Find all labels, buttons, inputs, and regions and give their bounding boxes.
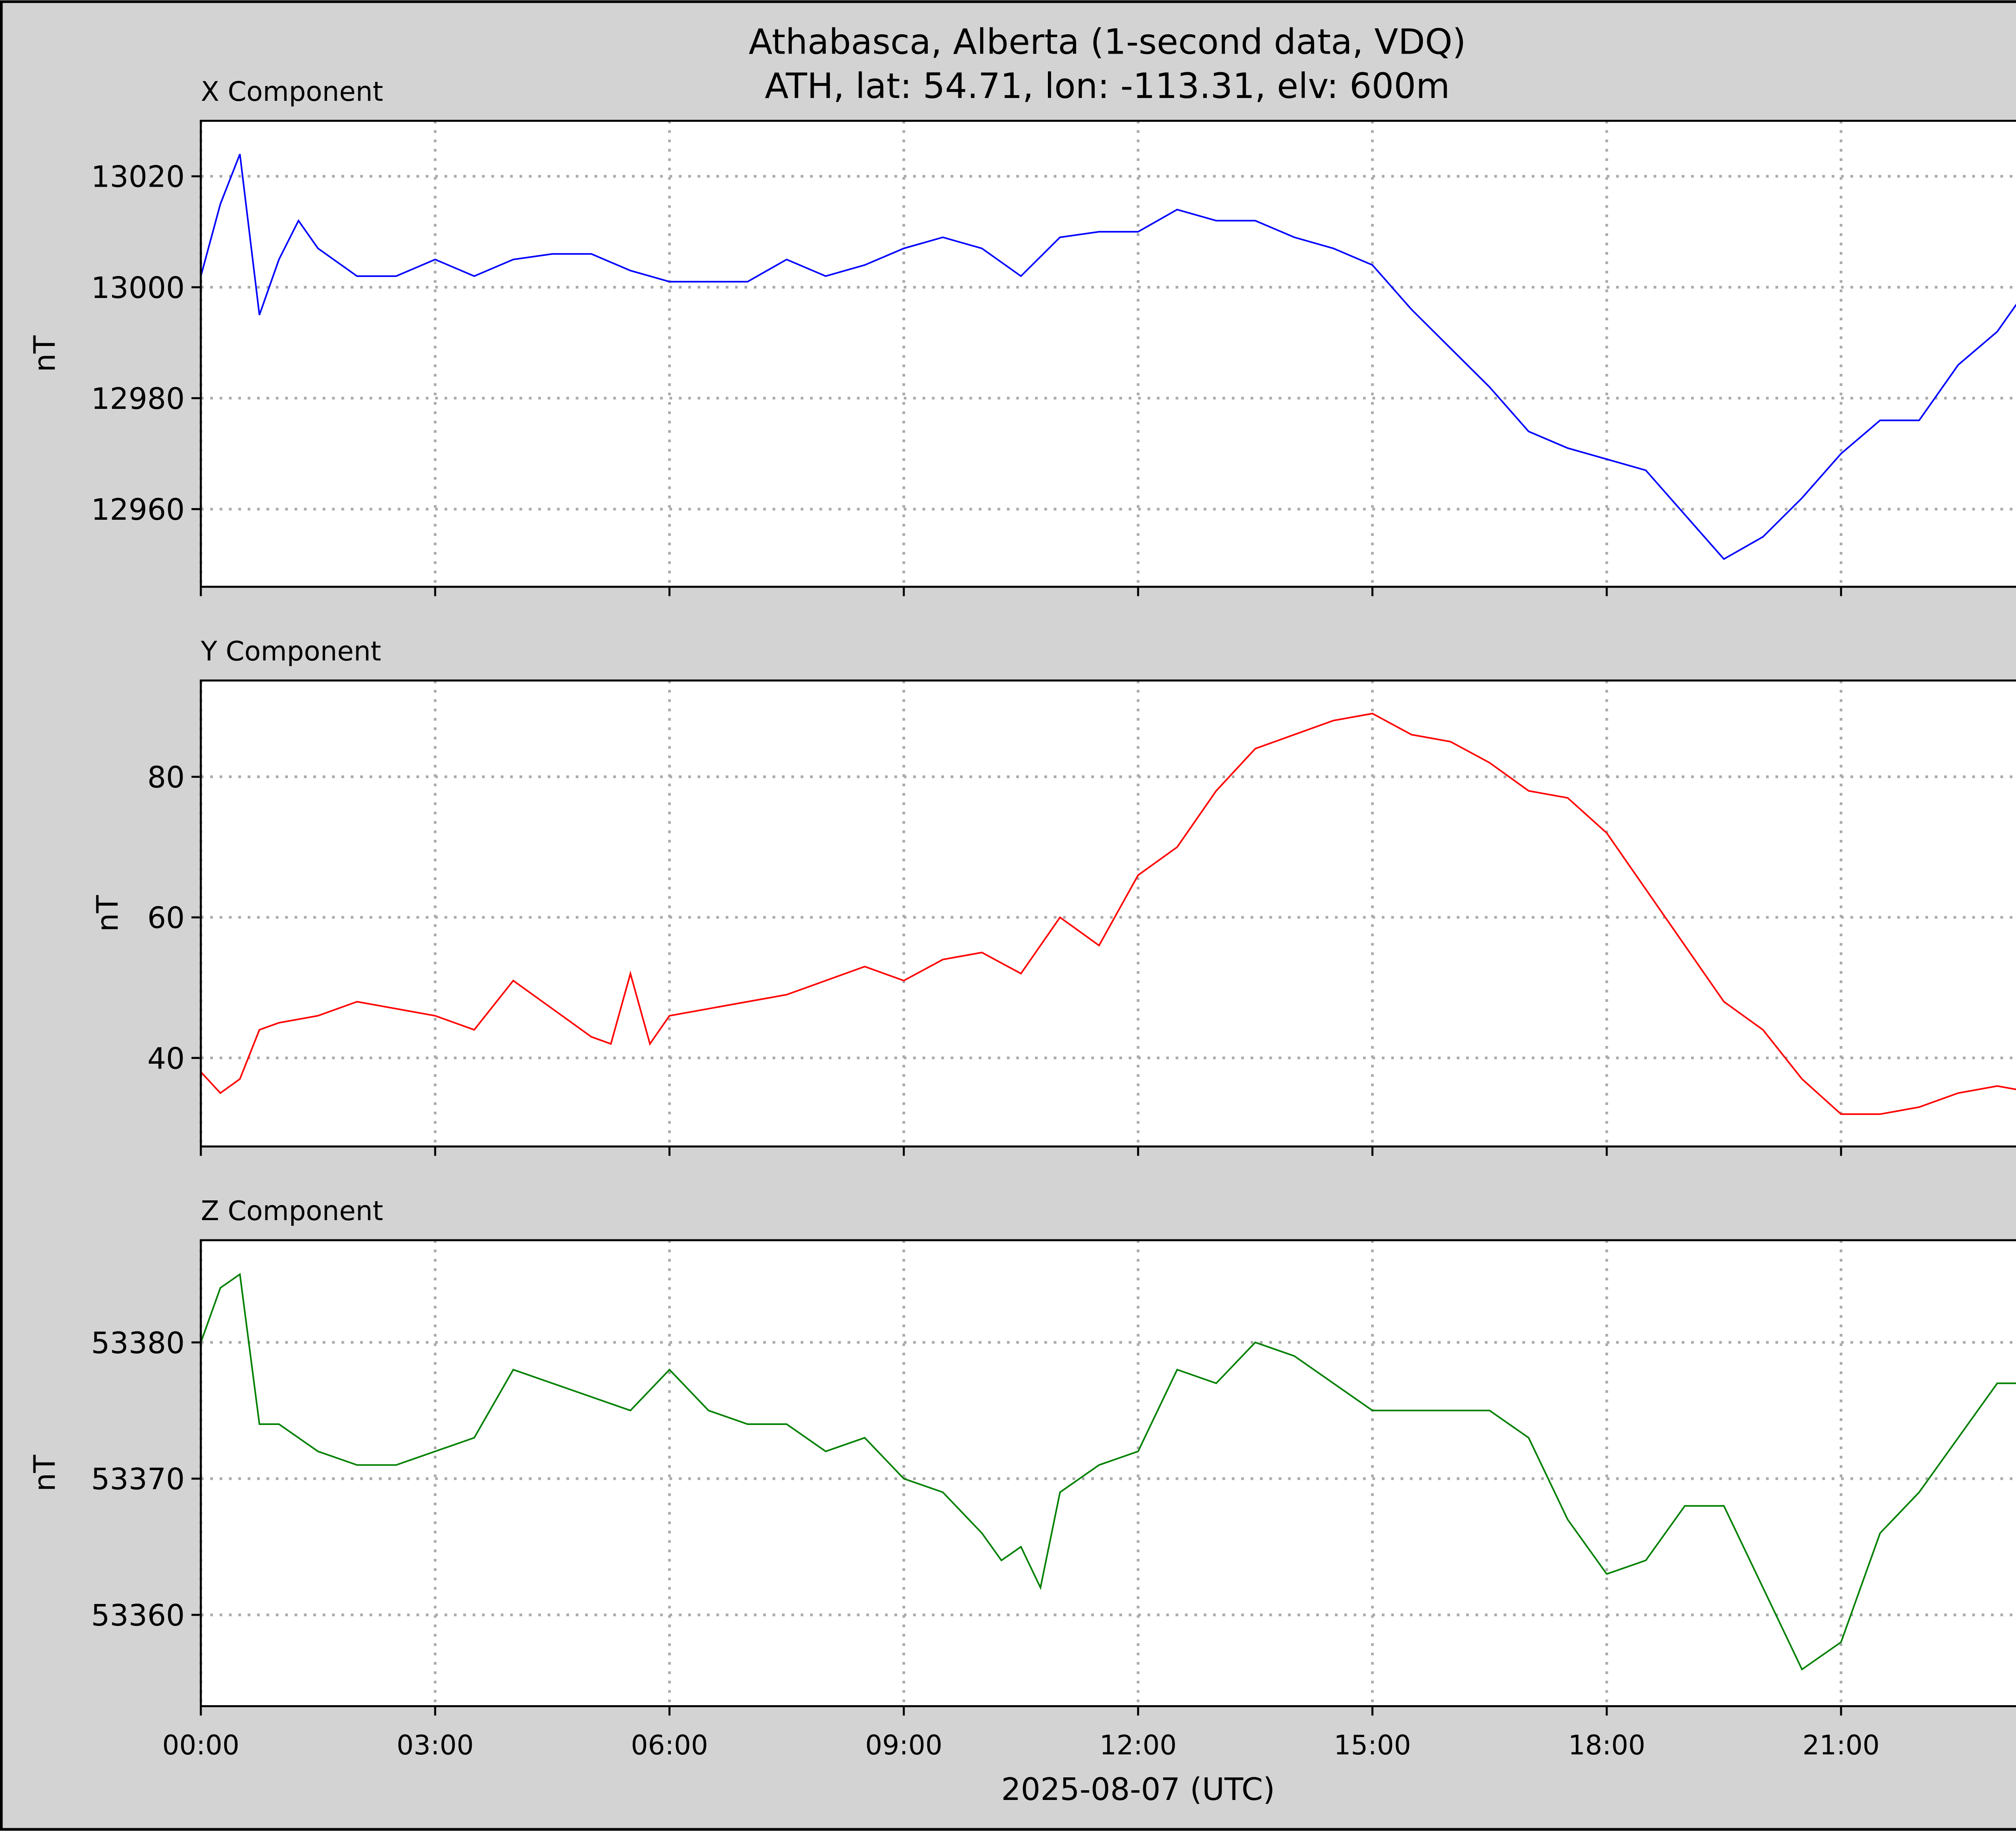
panel-title: X Component xyxy=(201,76,383,107)
x-tick-label: 06:00 xyxy=(631,1729,708,1761)
x-tick-label: 03:00 xyxy=(397,1729,474,1761)
plot-frame xyxy=(200,120,2016,588)
plot-frame xyxy=(200,679,2016,1148)
y-tick-label: 40 xyxy=(147,1042,185,1076)
y-tick-label: 53370 xyxy=(91,1462,185,1497)
x-tick-label: 00:00 xyxy=(162,1729,239,1761)
y-tick-label: 13020 xyxy=(91,160,185,194)
y-axis-label: nT xyxy=(28,335,62,372)
y-tick-label: 12980 xyxy=(91,382,185,416)
plot-area xyxy=(201,121,2016,587)
y-tick-label: 12960 xyxy=(91,493,185,527)
figure-subtitle: ATH, lat: 54.71, lon: -113.31, elv: 600m xyxy=(765,66,1450,106)
x-tick-label: 15:00 xyxy=(1334,1729,1411,1761)
y-tick-label: 13000 xyxy=(91,271,185,305)
plot-frame xyxy=(200,1239,2016,1707)
data-line xyxy=(200,1273,2016,1671)
x-tick-label: 09:00 xyxy=(865,1729,942,1761)
figure-title: Athabasca, Alberta (1-second data, VDQ) xyxy=(749,22,1466,62)
y-tick-label: 80 xyxy=(147,760,185,795)
y-tick-label: 53360 xyxy=(91,1599,185,1633)
x-tick-label: 18:00 xyxy=(1568,1729,1645,1761)
x-tick-label: 12:00 xyxy=(1100,1729,1177,1761)
y-axis-label: nT xyxy=(28,1455,62,1491)
plot-area xyxy=(201,680,2016,1147)
x-axis-label: 2025-08-07 (UTC) xyxy=(1001,1772,1275,1808)
y-tick-label: 60 xyxy=(147,901,185,935)
y-tick-label: 53380 xyxy=(91,1326,185,1360)
data-line xyxy=(200,154,2016,560)
y-axis-label: nT xyxy=(91,895,125,932)
x-tick-label: 21:00 xyxy=(1802,1729,1879,1761)
plot-area xyxy=(201,1240,2016,1706)
panel-title: Z Component xyxy=(201,1195,383,1227)
data-line xyxy=(200,712,2016,1115)
panel-title: Y Component xyxy=(200,635,381,667)
